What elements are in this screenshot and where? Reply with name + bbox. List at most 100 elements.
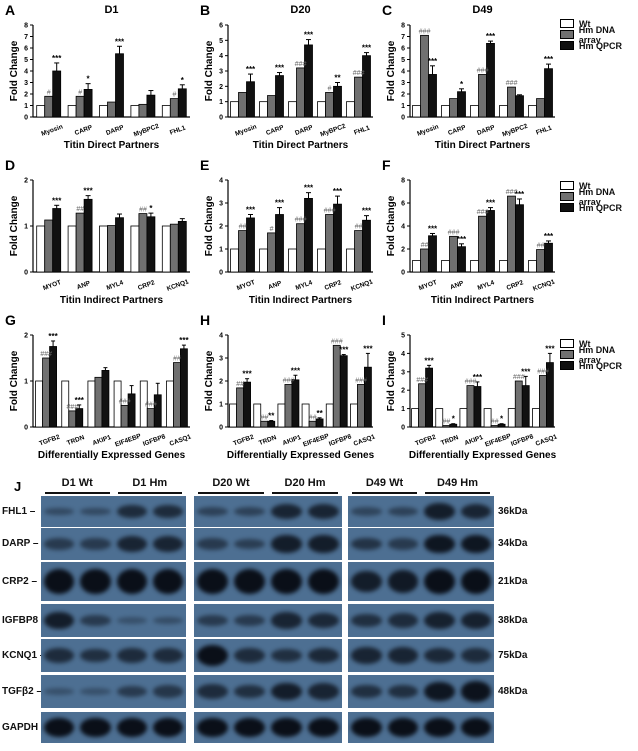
chart-panel-i: I Fold Change Differentially Expressed Gen… [382,312,558,461]
x-tick-label: DARP [476,124,496,137]
significance-array: # [270,226,274,233]
bar-hm-dna-array [107,225,116,273]
blot-band [116,617,147,624]
bar-wt [350,403,358,428]
y-tick-label: 2 [24,92,28,99]
significance-array: # [328,85,332,92]
bar-wt [528,260,537,273]
blot-band [234,717,265,738]
significance-qpcr: *** [362,207,372,216]
molecular-weight-label: 34kDa [498,538,528,549]
bar-wt [130,225,140,273]
blot-strip-fhl1 [194,496,342,527]
significance-qpcr: *** [48,332,58,341]
blot-strip-kcnq1 [348,639,494,672]
x-axis-label: Differentially Expressed Genes [227,450,375,461]
significance-qpcr: * [500,415,504,424]
bar-wt [483,408,492,428]
blot-band [197,717,228,738]
blot-strip-fhl1 [348,496,494,527]
blot-band [460,503,491,520]
significance-array: ## [239,224,247,231]
x-tick-label: CASQ1 [169,433,193,447]
significance-array: ### [331,338,343,345]
significance-array: ### [448,229,460,236]
bar-hm-qpcr [521,385,530,428]
x-tick-label: EIF4EBP [114,432,142,448]
blot-band [197,644,228,667]
bar-hm-qpcr [546,362,554,428]
blot-strip-darp [348,528,494,560]
x-tick-label: ANP [267,280,283,291]
panel-letter: I [382,312,386,328]
blot-band [424,717,455,738]
bar-hm-qpcr [486,43,495,118]
y-axis-label: Fold Change [204,195,215,256]
bar-hm-dna-array [332,344,341,428]
blot-band [308,647,339,664]
blot-band [460,681,491,702]
significance-qpcr: *** [544,232,554,241]
significance-array: ## [76,206,84,213]
chart-panel-c: C D49 Fold Change Titin Direct Partners 0 1 2 3… [382,2,555,151]
y-tick-label: 4 [219,178,223,185]
group-label: D1 Hm [132,477,168,489]
blot-band [234,648,265,663]
bar-hm-dna-array [357,384,365,428]
y-tick-label: 1 [219,247,223,254]
significance-array: ## [537,243,545,250]
significance-array: ## [260,414,268,421]
blot-band [116,648,147,663]
x-tick-label: CRP2 [506,279,525,292]
y-tick-label: 2 [219,84,223,91]
blot-strip-crp2 [41,562,186,601]
blot-band [308,535,339,553]
group-underline [425,492,490,494]
blot-band [271,717,302,738]
panel-letter: G [5,312,16,328]
x-tick-label: ANP [449,280,465,291]
blot-band [152,616,183,625]
bar-hm-qpcr [146,94,156,118]
significance-qpcr: *** [83,187,93,196]
bar-wt [230,101,239,118]
legend-label: Hm DNA array [578,186,615,207]
significance-qpcr: *** [75,396,85,405]
bar-hm-qpcr [101,370,110,428]
bar-wt [470,260,479,273]
significance-array: ### [506,189,518,196]
panel-letter: F [382,157,391,173]
blot-band [351,613,382,628]
significance-array: ### [283,377,295,384]
x-axis-label: Titin Indirect Partners [249,295,353,306]
bar-wt [259,101,268,118]
blot-strip-igfbp8 [348,604,494,637]
bar-hm-dna-array [169,98,179,118]
bar-wt [435,408,444,428]
legend-item-qpcr: Hm QPCR [560,202,638,213]
bar-wt [499,260,508,273]
group-underline [198,492,264,494]
bar-wt [301,403,310,428]
bar-wt [288,101,297,118]
x-tick-label: MYL4 [477,279,496,292]
bar-hm-qpcr [304,197,313,273]
bar-wt [35,380,43,428]
y-tick-label: 8 [401,23,405,30]
bar-hm-qpcr [457,91,466,118]
x-tick-label: KCNQ1 [166,278,190,292]
significance-array: # [78,89,82,96]
x-tick-label: IGFBP8 [142,433,167,448]
significance-array: ### [506,80,518,87]
bar-wt [325,403,334,428]
blot-band [197,614,228,627]
blot-band [234,506,265,517]
y-tick-label: 1 [401,406,405,413]
bar-hm-qpcr [275,214,284,273]
x-tick-label: ANP [76,280,92,291]
x-tick-label: DARP [105,124,125,137]
bar-hm-dna-array [107,101,116,118]
x-tick-label: CARP [447,124,467,137]
bar-hm-qpcr [246,81,255,118]
